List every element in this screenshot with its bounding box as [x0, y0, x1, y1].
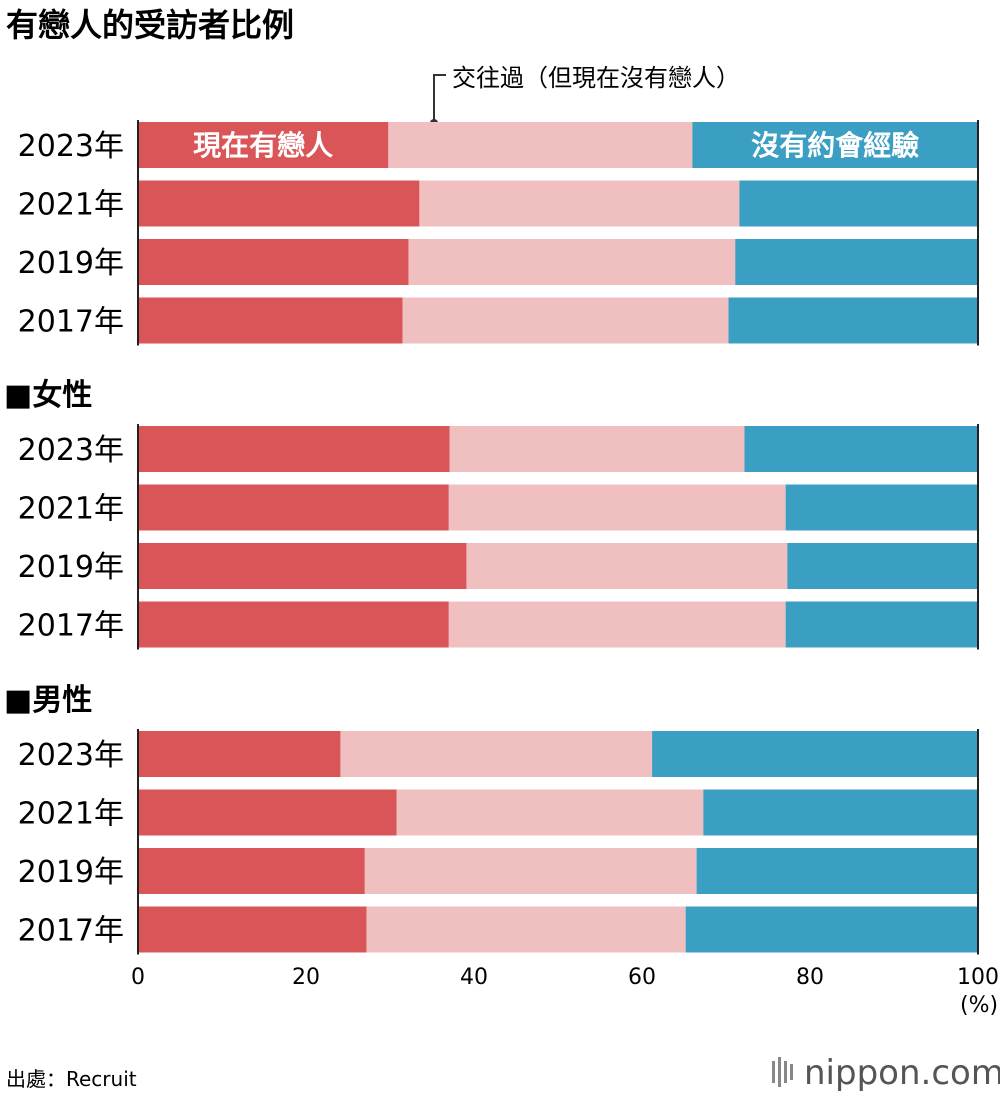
x-tick-label: 0: [131, 965, 145, 990]
labels-layer: 2023年 現在有戀人 沒有約會經驗 2021年 2019年 2017年 ■女性 2023年 2…: [4, 129, 999, 990]
source-label: 出處：Recruit: [6, 1067, 137, 1091]
bar-segment: [138, 543, 467, 589]
year-label: 2023年: [18, 433, 124, 468]
bar-segment: [744, 426, 978, 472]
year-label: 2017年: [18, 914, 124, 949]
bar-segment: [364, 848, 697, 894]
year-label: 2017年: [18, 609, 124, 644]
year-label: 2019年: [18, 550, 124, 585]
bar-segment: [340, 731, 653, 777]
group-label: ■女性: [4, 378, 92, 413]
year-label: 2023年: [18, 129, 124, 164]
year-label: 2021年: [18, 188, 124, 223]
inbar-label: 沒有約會經驗: [751, 129, 919, 162]
year-label: 2017年: [18, 305, 124, 340]
bar-segment: [449, 426, 745, 472]
annotation-leader-line: [433, 74, 446, 120]
year-label: 2023年: [18, 738, 124, 773]
bar-segment: [138, 906, 367, 953]
logo-text: nippon.com: [804, 1053, 1000, 1093]
bar-segment: [735, 239, 978, 285]
inbar-label: 現在有戀人: [193, 129, 333, 162]
nippon-logo: nippon.com: [772, 1053, 1000, 1093]
x-tick-label: 60: [628, 965, 656, 990]
group-label: ■男性: [4, 683, 92, 718]
bar-segment: [138, 297, 403, 344]
bar-segment: [138, 789, 397, 836]
bar-segment: [138, 601, 449, 648]
year-label: 2021年: [18, 492, 124, 527]
bar-segment: [396, 789, 704, 836]
bar-segment: [388, 122, 693, 168]
bar-segment: [785, 484, 978, 531]
bar-segment: [408, 239, 736, 285]
chart-title: 有戀人的受訪者比例: [6, 6, 294, 44]
annotation-label: 交往過（但現在沒有戀人）: [452, 64, 740, 92]
bar-segment: [466, 543, 788, 589]
year-label: 2019年: [18, 855, 124, 890]
unit-label: (%): [960, 993, 998, 1018]
bar-segment: [366, 906, 686, 953]
bar-segment: [739, 180, 978, 227]
x-tick-label: 100: [957, 965, 999, 990]
bar-segment: [703, 789, 978, 836]
bar-segment: [402, 297, 729, 344]
bar-segment: [448, 484, 786, 531]
year-label: 2021年: [18, 797, 124, 832]
bar-segment: [138, 484, 449, 531]
bars-layer: [137, 120, 979, 955]
bar-segment: [692, 122, 978, 168]
bar-segment: [685, 906, 978, 953]
bar-segment: [419, 180, 740, 227]
bar-segment: [138, 848, 365, 894]
year-label: 2019年: [18, 246, 124, 281]
x-tick-label: 40: [460, 965, 488, 990]
bar-segment: [138, 180, 420, 227]
x-tick-label: 20: [292, 965, 320, 990]
bar-segment: [138, 122, 389, 168]
bar-segment: [728, 297, 978, 344]
bar-segment: [652, 731, 978, 777]
bar-segment: [696, 848, 978, 894]
bar-segment: [138, 426, 450, 472]
x-tick-label: 80: [796, 965, 824, 990]
bar-segment: [138, 239, 409, 285]
bar-segment: [787, 543, 978, 589]
bar-segment: [138, 731, 341, 777]
bar-segment: [785, 601, 978, 648]
bar-segment: [448, 601, 786, 648]
